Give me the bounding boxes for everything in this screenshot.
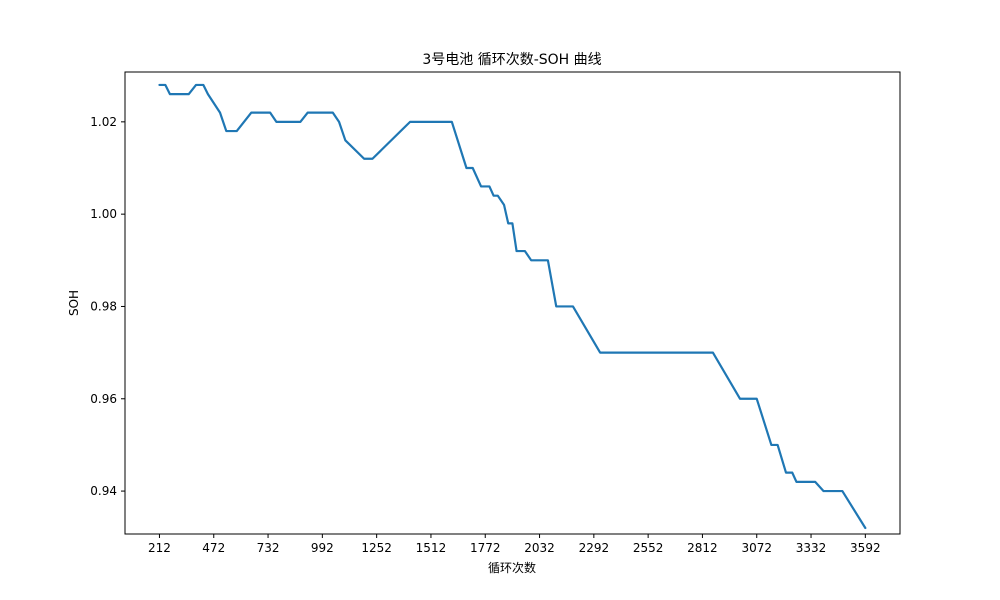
y-tick-label: 0.94 xyxy=(90,484,117,498)
x-tick-label: 2032 xyxy=(524,541,555,555)
plot-area-frame xyxy=(124,71,901,535)
x-tick-label: 212 xyxy=(148,541,171,555)
soh-series-line xyxy=(158,83,867,530)
x-tick-label: 1772 xyxy=(470,541,501,555)
y-tick-label: 1.00 xyxy=(90,207,117,221)
x-tick-label: 3332 xyxy=(796,541,827,555)
series-layer xyxy=(158,83,867,530)
x-axis-label: 循环次数 xyxy=(488,560,536,575)
y-axis-label: SOH xyxy=(67,290,81,316)
y-axis: 0.94 0.96 0.98 1.00 1.02 xyxy=(90,115,125,498)
x-axis: 212 472 732 992 1252 1512 1772 2032 2292 2552 2812… xyxy=(148,534,881,555)
x-tick-label: 992 xyxy=(311,541,334,555)
x-tick-label: 1252 xyxy=(361,541,392,555)
x-tick-label: 3592 xyxy=(850,541,881,555)
x-tick-label: 1512 xyxy=(416,541,447,555)
y-tick-label: 0.98 xyxy=(90,299,117,313)
x-tick-label: 3072 xyxy=(741,541,772,555)
x-tick-label: 732 xyxy=(257,541,280,555)
chart-title: 3号电池 循环次数-SOH 曲线 xyxy=(422,52,601,68)
x-tick-label: 472 xyxy=(202,541,225,555)
y-tick-label: 0.96 xyxy=(90,392,117,406)
x-tick-label: 2812 xyxy=(687,541,718,555)
y-tick-label: 1.02 xyxy=(90,115,117,129)
x-tick-label: 2552 xyxy=(633,541,664,555)
x-tick-label: 2292 xyxy=(579,541,610,555)
